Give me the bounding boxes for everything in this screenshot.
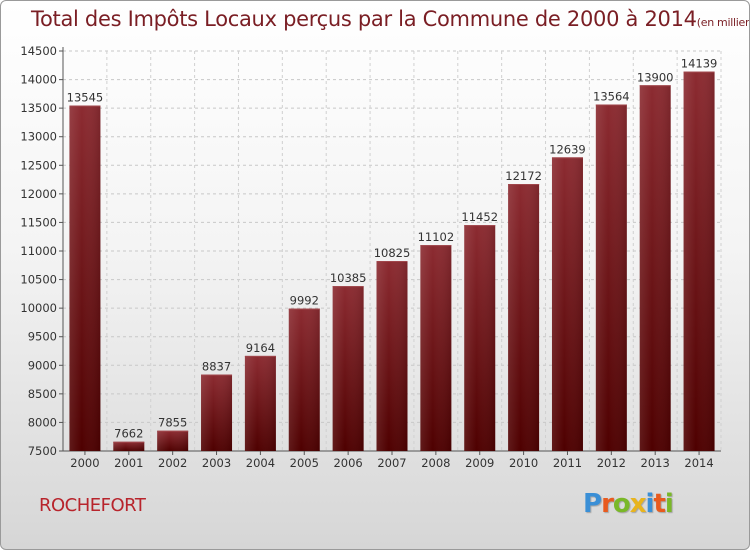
logo-letter: r xyxy=(601,489,614,519)
y-tick-label: 9000 xyxy=(28,358,57,372)
bar-value-label: 13564 xyxy=(593,89,630,103)
x-tick-label: 2011 xyxy=(553,456,582,470)
x-tick-label: 2006 xyxy=(333,456,362,470)
y-tick-label: 14500 xyxy=(20,44,57,58)
x-tick-label: 2003 xyxy=(202,456,231,470)
logo-letter: t xyxy=(653,489,665,519)
x-tick-label: 2005 xyxy=(290,456,319,470)
bar-value-label: 9992 xyxy=(290,294,319,308)
bar-value-label: 12639 xyxy=(549,142,586,156)
logo-letter: x xyxy=(629,489,647,519)
x-tick-label: 2007 xyxy=(377,456,406,470)
y-tick-label: 11500 xyxy=(20,215,57,229)
bar-shine xyxy=(683,71,715,451)
bar-shine xyxy=(244,355,276,451)
x-tick-label: 2014 xyxy=(684,456,713,470)
x-tick-label: 2013 xyxy=(641,456,670,470)
x-tick-label: 2001 xyxy=(114,456,143,470)
bar-value-label: 12172 xyxy=(505,169,542,183)
chart-title-unit: (en milliers d'€) xyxy=(696,16,750,29)
proxiti-logo: Proxiti xyxy=(583,489,674,519)
bar-shine xyxy=(464,225,496,451)
bar-shine xyxy=(69,105,101,452)
bar-shine xyxy=(551,157,583,452)
y-tick-label: 7500 xyxy=(28,444,57,458)
bar-value-label: 11102 xyxy=(418,230,455,244)
bar-shine xyxy=(201,374,233,451)
y-tick-label: 12000 xyxy=(20,187,57,201)
bar-shine xyxy=(595,104,627,451)
y-tick-label: 8500 xyxy=(28,387,57,401)
y-tick-label: 8000 xyxy=(28,415,57,429)
bar-value-label: 10385 xyxy=(330,271,367,285)
bar-shine xyxy=(639,85,671,452)
logo-letter: i xyxy=(645,489,655,519)
bar-shine xyxy=(288,308,320,451)
y-tick-label: 12500 xyxy=(20,158,57,172)
bar-shine xyxy=(332,286,364,451)
bar-value-label: 11452 xyxy=(461,210,498,224)
logo-letter: P xyxy=(583,489,602,519)
bar-shine xyxy=(420,245,452,451)
y-tick-label: 10500 xyxy=(20,273,57,287)
x-tick-label: 2002 xyxy=(158,456,187,470)
logo-letter: o xyxy=(612,489,631,519)
x-tick-label: 2000 xyxy=(70,456,99,470)
bar-shine xyxy=(508,184,540,451)
x-tick-label: 2012 xyxy=(597,456,626,470)
bar-value-label: 9164 xyxy=(246,341,275,355)
bar-value-label: 7855 xyxy=(158,416,187,430)
bar-value-label: 13545 xyxy=(67,91,104,105)
commune-name: ROCHEFORT xyxy=(39,495,146,516)
chart-title-text: Total des Impôts Locaux perçus par la Co… xyxy=(31,7,697,31)
axes: 7500 8000 8500 9000 9500 10000 10500 11000 11500… xyxy=(20,44,721,470)
bar-value-label: 8837 xyxy=(202,360,231,374)
bar-value-label: 14139 xyxy=(681,57,718,71)
y-tick-label: 10000 xyxy=(20,301,57,315)
y-tick-label: 13500 xyxy=(20,101,57,115)
x-tick-label: 2008 xyxy=(421,456,450,470)
x-tick-label: 2004 xyxy=(246,456,275,470)
value-labels: 13545 7662 7855 8837 9164 9992 10385 10825 11102… xyxy=(67,57,718,441)
x-tick-label: 2009 xyxy=(465,456,494,470)
y-tick-label: 13000 xyxy=(20,130,57,144)
bar-shine xyxy=(113,441,145,451)
bar-shine xyxy=(157,430,189,451)
bar-value-label: 10825 xyxy=(374,246,411,260)
y-tick-label: 11000 xyxy=(20,244,57,258)
bar-shine xyxy=(376,261,408,451)
chart-title: Total des Impôts Locaux perçus par la Co… xyxy=(31,7,750,31)
bar-value-label: 7662 xyxy=(114,427,143,441)
bar-value-label: 13900 xyxy=(637,70,674,84)
y-tick-label: 14000 xyxy=(20,73,57,87)
x-tick-label: 2010 xyxy=(509,456,538,470)
bars xyxy=(69,71,715,452)
logo-letter: i xyxy=(664,489,674,519)
y-tick-label: 9500 xyxy=(28,330,57,344)
